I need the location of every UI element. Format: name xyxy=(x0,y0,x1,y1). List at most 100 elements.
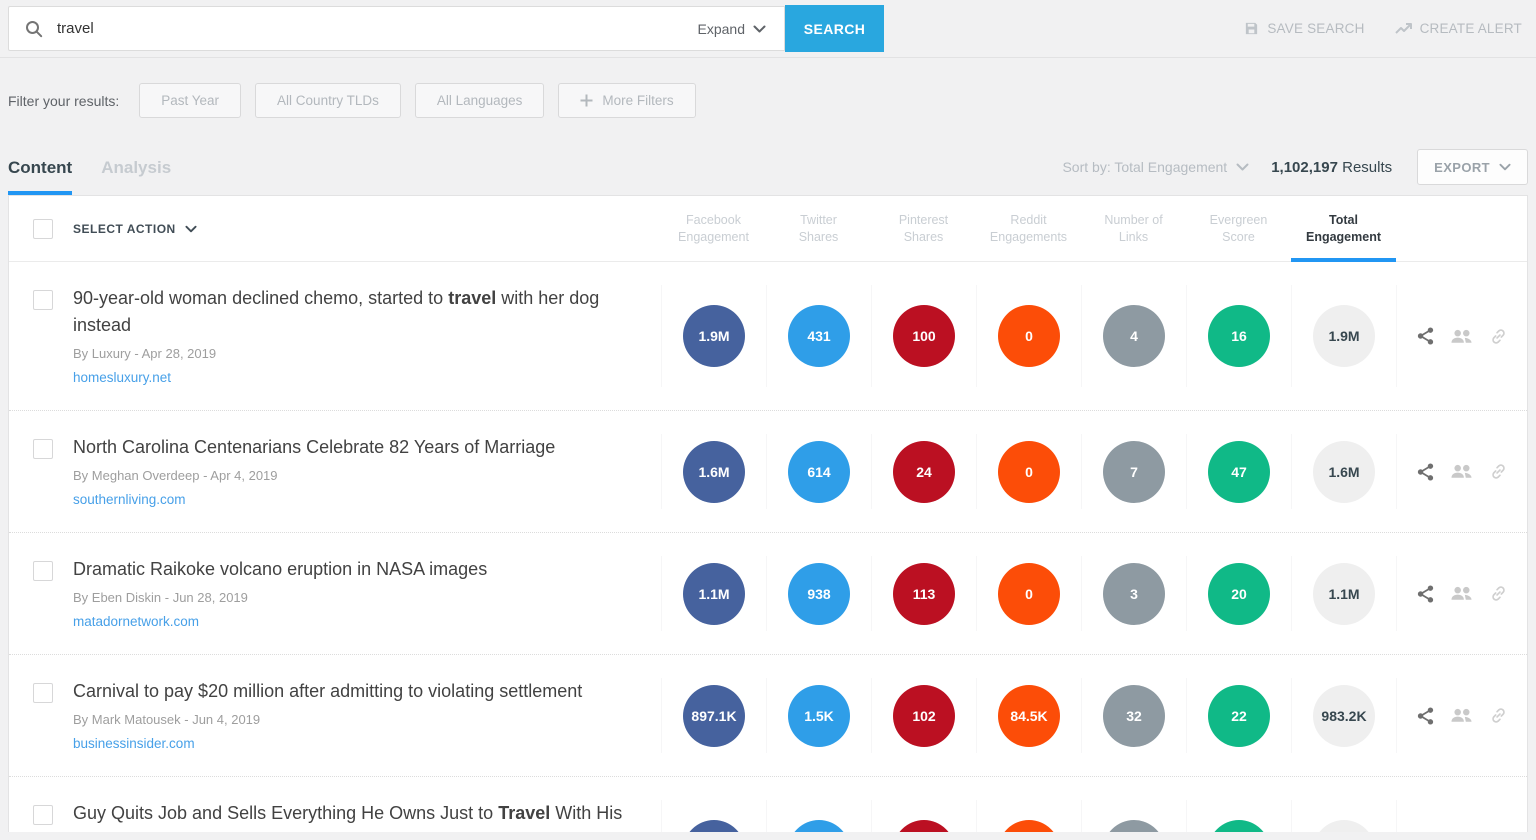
table-row: Guy Quits Job and Sells Everything He Ow… xyxy=(9,777,1527,832)
article-domain-link[interactable]: homesluxury.net xyxy=(73,370,172,385)
column-header-pinterest[interactable]: Pinterest Shares xyxy=(898,212,949,244)
facebook-engagement-badge: 1.6M xyxy=(683,440,745,503)
article-title[interactable]: Guy Quits Job and Sells Everything He Ow… xyxy=(73,800,641,832)
save-search-button[interactable]: SAVE SEARCH xyxy=(1244,21,1364,36)
topbar-actions: SAVE SEARCH CREATE ALERT xyxy=(1244,21,1528,36)
evergreen-score-badge: 20 xyxy=(1208,562,1270,625)
table-row: Dramatic Raikoke volcano eruption in NAS… xyxy=(9,533,1527,655)
sharers-icon[interactable] xyxy=(1450,586,1472,601)
search-input[interactable] xyxy=(57,20,680,37)
article-title[interactable]: Carnival to pay $20 million after admitt… xyxy=(73,678,641,705)
article-domain-link[interactable]: matadornetwork.com xyxy=(73,614,200,629)
article-domain-link[interactable]: southernliving.com xyxy=(73,492,186,507)
share-icon[interactable] xyxy=(1417,327,1434,345)
total-engagement-badge: 1.1M xyxy=(1313,562,1375,625)
sharers-icon[interactable] xyxy=(1450,708,1472,723)
pinterest-shares-badge: 102 xyxy=(893,684,955,747)
save-search-label: SAVE SEARCH xyxy=(1267,21,1365,36)
backlinks-icon[interactable] xyxy=(1489,706,1508,725)
column-header-total-engagement[interactable]: Total Engagement xyxy=(1291,196,1396,262)
title-segment: 90-year-old woman declined chemo, starte… xyxy=(73,288,449,308)
row-checkbox[interactable] xyxy=(33,805,53,825)
column-header-evergreen[interactable]: Evergreen Score xyxy=(1209,212,1268,244)
title-segment: Dramatic Raikoke volcano eruption in NAS… xyxy=(73,559,488,579)
create-alert-button[interactable]: CREATE ALERT xyxy=(1394,21,1522,36)
select-action-label: SELECT ACTION xyxy=(73,221,176,236)
reddit-engagements-badge: 0 xyxy=(998,562,1060,625)
article-title[interactable]: Dramatic Raikoke volcano eruption in NAS… xyxy=(73,556,641,583)
title-segment: North Carolina Centenarians Celebrate 82… xyxy=(73,437,556,457)
plus-icon xyxy=(580,94,593,107)
pinterest-shares-badge: 24 xyxy=(893,440,955,503)
backlinks-icon[interactable] xyxy=(1489,327,1508,346)
row-checkbox[interactable] xyxy=(33,561,53,581)
filter-languages[interactable]: All Languages xyxy=(414,83,545,118)
table-row: 90-year-old woman declined chemo, starte… xyxy=(9,262,1527,411)
share-icon[interactable] xyxy=(1417,462,1434,481)
row-actions xyxy=(1396,434,1527,509)
evergreen-score-badge: 16 xyxy=(1208,305,1270,367)
chevron-down-icon xyxy=(753,25,766,33)
search-icon xyxy=(25,20,43,38)
more-filters-label: More Filters xyxy=(602,93,674,108)
article-cell: Dramatic Raikoke volcano eruption in NAS… xyxy=(65,556,661,631)
save-icon xyxy=(1244,21,1259,36)
title-segment: with her dog instead xyxy=(73,288,600,335)
row-actions xyxy=(1396,285,1527,387)
title-segment: Carnival to pay $20 million after admitt… xyxy=(73,681,583,701)
number-of-links-badge: 32 xyxy=(1103,684,1165,747)
tab-content[interactable]: Content xyxy=(8,158,73,195)
backlinks-icon[interactable] xyxy=(1489,584,1508,603)
sort-by-dropdown[interactable]: Sort by: Total Engagement xyxy=(1062,159,1249,175)
twitter-shares-badge: 309 xyxy=(788,820,850,832)
tab-analysis[interactable]: Analysis xyxy=(101,158,172,177)
pinterest-shares-badge: 2 xyxy=(893,820,955,832)
share-icon[interactable] xyxy=(1417,706,1434,725)
tabs-row: Content Analysis Sort by: Total Engageme… xyxy=(0,139,1536,195)
select-action-dropdown[interactable]: SELECT ACTION xyxy=(65,222,661,236)
select-all-checkbox[interactable] xyxy=(33,218,53,239)
total-engagement-badge: 1.9M xyxy=(1313,305,1375,367)
title-segment: travel xyxy=(448,288,497,308)
table-rows: 90-year-old woman declined chemo, starte… xyxy=(9,262,1527,832)
column-header-links[interactable]: Number of Links xyxy=(1104,212,1163,244)
search-button[interactable]: SEARCH xyxy=(785,5,884,52)
top-search-bar: Expand SEARCH SAVE SEARCH CREATE ALERT xyxy=(0,0,1536,58)
row-checkbox[interactable] xyxy=(33,683,53,703)
row-checkbox[interactable] xyxy=(33,439,53,459)
filter-past-year[interactable]: Past Year xyxy=(139,83,242,118)
sharers-icon[interactable] xyxy=(1450,329,1472,344)
number-of-links-badge: 2 xyxy=(1103,820,1165,832)
header-check-cell xyxy=(9,218,65,239)
more-filters-button[interactable]: More Filters xyxy=(558,83,696,118)
export-button[interactable]: EXPORT xyxy=(1417,149,1528,185)
filter-row: Filter your results: Past Year All Count… xyxy=(0,58,1536,139)
reddit-engagements-badge: 0 xyxy=(998,305,1060,367)
twitter-shares-badge: 938 xyxy=(788,562,850,625)
backlinks-icon[interactable] xyxy=(1489,462,1508,481)
evergreen-score-badge: 10 xyxy=(1208,820,1270,832)
facebook-engagement-badge: 1.9M xyxy=(683,305,745,367)
row-check-cell xyxy=(9,556,65,581)
article-cell: Carnival to pay $20 million after admitt… xyxy=(65,678,661,753)
share-icon[interactable] xyxy=(1417,584,1434,603)
row-checkbox[interactable] xyxy=(33,290,53,310)
expand-dropdown[interactable]: Expand xyxy=(680,21,784,37)
column-header-reddit[interactable]: Reddit Engagements xyxy=(989,212,1068,244)
article-byline: By Meghan Overdeep - Apr 4, 2019 xyxy=(73,468,278,483)
column-header-facebook[interactable]: Facebook Engagement xyxy=(678,212,749,244)
filter-country-tlds[interactable]: All Country TLDs xyxy=(255,83,401,118)
facebook-engagement-badge: 852.2K xyxy=(683,820,745,832)
article-cell: 90-year-old woman declined chemo, starte… xyxy=(65,285,661,387)
article-title[interactable]: 90-year-old woman declined chemo, starte… xyxy=(73,285,641,339)
evergreen-score-badge: 22 xyxy=(1208,684,1270,747)
column-header-twitter[interactable]: Twitter Shares xyxy=(798,212,839,244)
pinterest-shares-badge: 100 xyxy=(893,305,955,367)
total-engagement-badge: 1.6M xyxy=(1313,440,1375,503)
sharers-icon[interactable] xyxy=(1450,464,1472,479)
article-domain-link[interactable]: businessinsider.com xyxy=(73,736,195,751)
total-engagement-badge: 983.2K xyxy=(1313,684,1375,747)
article-title[interactable]: North Carolina Centenarians Celebrate 82… xyxy=(73,434,641,461)
facebook-engagement-badge: 1.1M xyxy=(683,562,745,625)
results-label: Results xyxy=(1342,158,1393,176)
